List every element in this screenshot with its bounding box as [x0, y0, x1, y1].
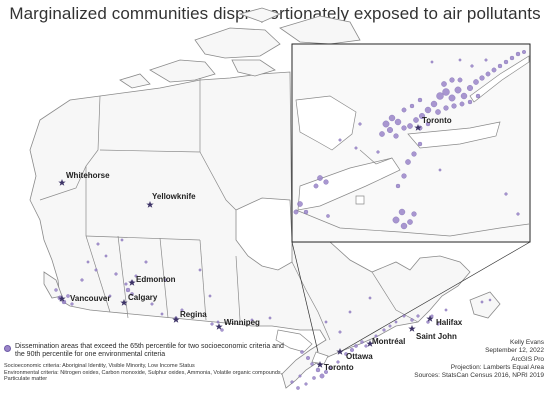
city-labels: Whitehorse Yellowknife Edmonton Vancouve…: [66, 116, 463, 372]
inset-leader-lines: [291, 241, 531, 353]
star-toronto: [316, 361, 324, 368]
label-halifax: Halifax: [436, 318, 463, 327]
label-saint-john: Saint John: [416, 332, 457, 341]
great-lakes: [275, 329, 329, 365]
legend-dot-symbol: [4, 345, 11, 352]
credit-date: September 12, 2022: [485, 347, 544, 355]
star-yellowknife: [146, 201, 154, 208]
star-regina: [172, 316, 180, 323]
star-toronto-inset: [414, 124, 422, 131]
label-edmonton: Edmonton: [136, 275, 176, 284]
star-ottawa: [336, 348, 344, 355]
star-whitehorse: [58, 179, 66, 186]
credit-author: Kelly Evans: [510, 339, 544, 346]
star-saint-john: [408, 325, 416, 332]
label-montreal: Montréal: [372, 337, 405, 346]
label-yellowknife: Yellowknife: [152, 192, 196, 201]
label-winnipeg: Winnipeg: [224, 318, 260, 327]
main-map-points: [54, 238, 492, 390]
credit-software: ArcGIS Pro: [511, 355, 544, 363]
map-credits: Kelly Evans September 12, 2022 ArcGIS Pr…: [414, 339, 544, 380]
label-whitehorse: Whitehorse: [66, 171, 110, 180]
map-legend: Dissemination areas that exceed the 65th…: [4, 343, 294, 383]
hudson-bay: [235, 197, 293, 271]
star-winnipeg: [215, 323, 223, 330]
star-calgary: [120, 299, 128, 306]
legend-item-label: Dissemination areas that exceed the 65th…: [15, 343, 284, 358]
legend-item: Dissemination areas that exceed the 65th…: [4, 343, 294, 359]
province-borders: [39, 78, 419, 341]
star-edmonton: [128, 279, 136, 286]
legend-env-criteria: Environmental criteria: Nitrogen oxides,…: [4, 369, 283, 383]
legend-criteria: Socioeconomic criteria: Aboriginal Ident…: [4, 363, 294, 383]
label-toronto: Toronto: [324, 363, 354, 372]
city-markers: [58, 124, 434, 368]
legend-socio-criteria: Socioeconomic criteria: Aboriginal Ident…: [4, 363, 195, 369]
star-montreal: [366, 340, 374, 347]
inset-border: [295, 149, 530, 237]
label-toronto-inset: Toronto: [422, 116, 452, 125]
credit-sources: Sources: StatsCan Census 2016, NPRI 2019: [414, 372, 544, 380]
label-regina: Regina: [180, 310, 207, 319]
label-calgary: Calgary: [128, 293, 158, 302]
label-vancouver: Vancouver: [70, 294, 110, 303]
inset-water: [295, 55, 530, 211]
label-ottawa: Ottawa: [346, 352, 373, 361]
star-vancouver: [58, 295, 66, 302]
inset-map-points: [293, 50, 527, 230]
credit-projection: Projection: Lamberts Equal Area: [450, 363, 544, 371]
star-halifax: [426, 315, 434, 322]
